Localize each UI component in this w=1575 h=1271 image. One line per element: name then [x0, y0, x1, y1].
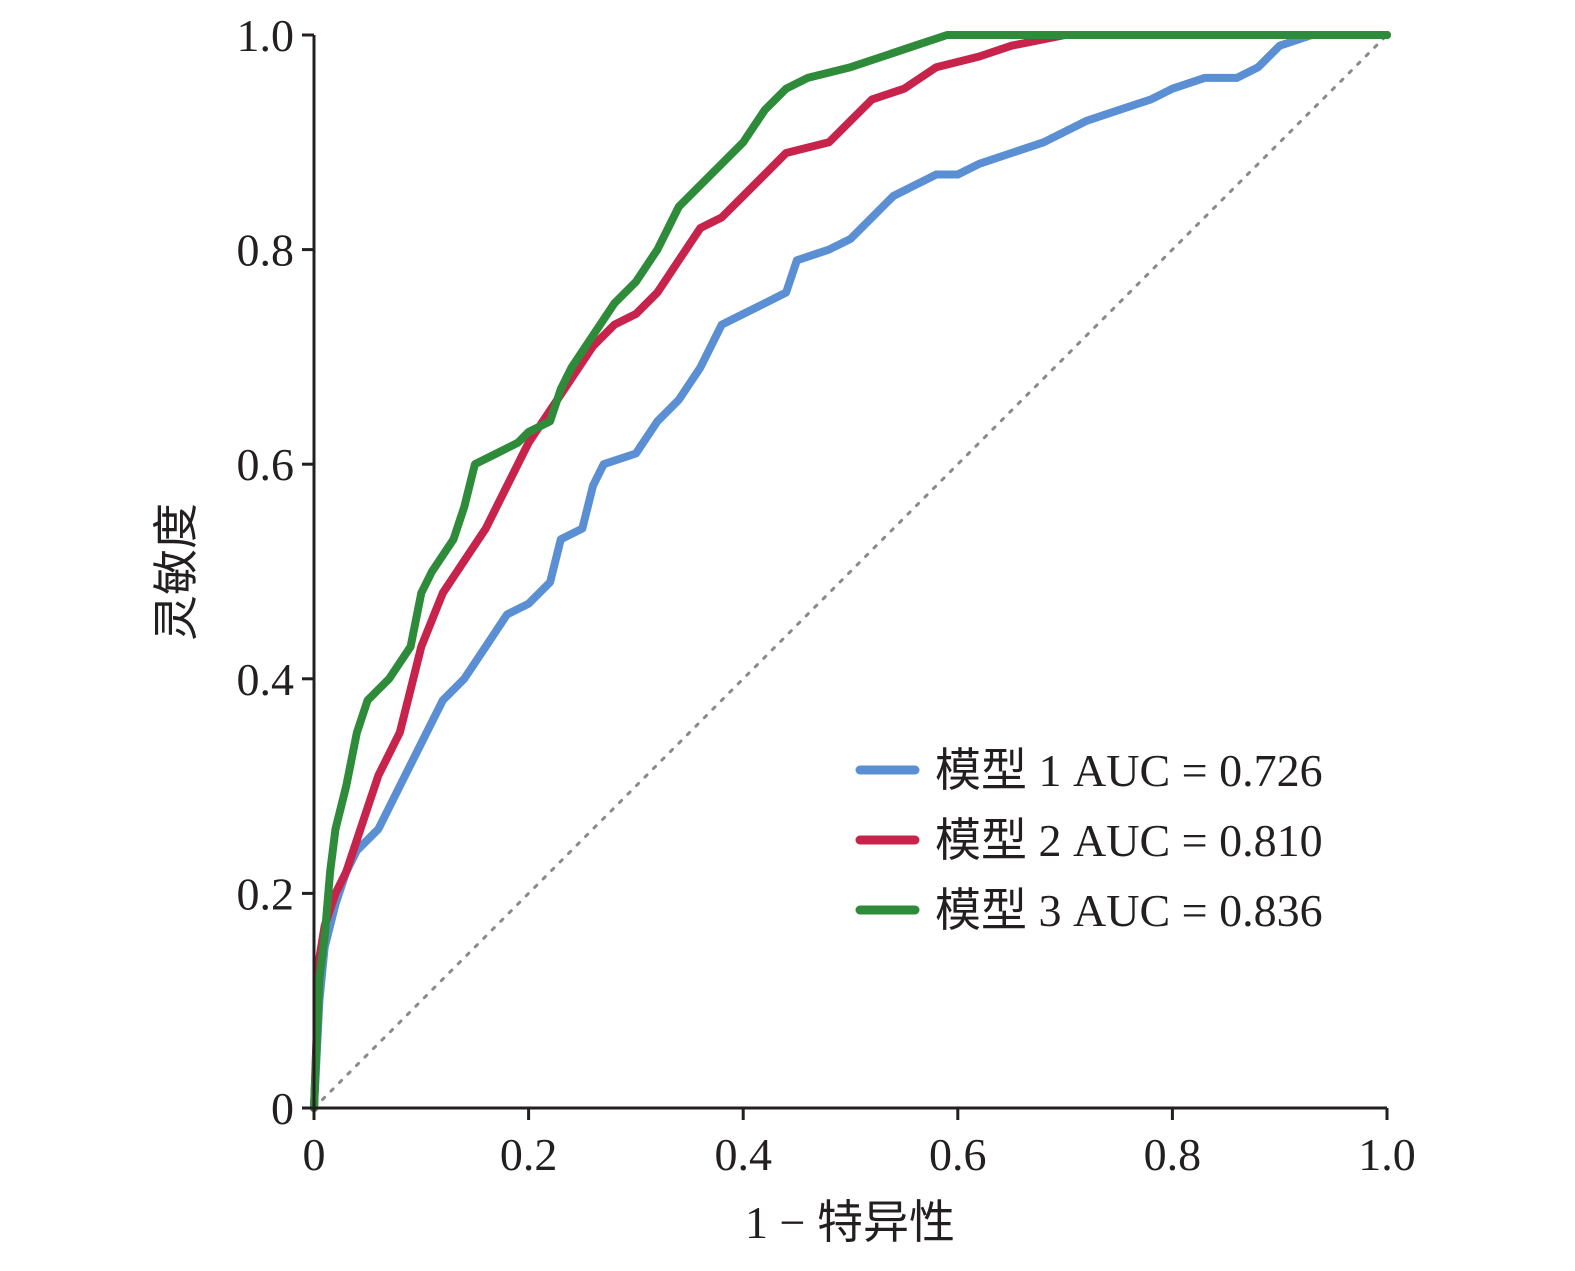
x-tick-label: 1.0 [1358, 1129, 1416, 1180]
y-tick-label: 0.4 [237, 654, 295, 705]
axes-layer [312, 35, 1387, 1110]
y-tick-label: 0.6 [237, 439, 295, 490]
reference-diagonal-line [312, 33, 1389, 1110]
legend-label-model-2: 模型 2 AUC = 0.810 [935, 815, 1323, 866]
series-layer [310, 31, 1391, 1112]
y-tick-label: 0 [271, 1083, 294, 1134]
x-tick-label: 0.4 [714, 1129, 772, 1180]
legend-label-model-3: 模型 3 AUC = 0.836 [935, 885, 1323, 936]
legend: 模型 1 AUC = 0.726 模型 2 AUC = 0.810 模型 3 AUC… [855, 745, 1323, 936]
y-tick-label: 0.8 [237, 225, 295, 276]
y-tick-label: 0.2 [237, 868, 295, 919]
x-tick-label: 0.2 [500, 1129, 558, 1180]
x-tick-label: 0 [303, 1129, 326, 1180]
series-line-model-1 [310, 31, 1391, 1112]
x-axis-title: 1 − 特异性 [745, 1197, 955, 1248]
x-tick-label: 0.8 [1144, 1129, 1202, 1180]
legend-label-model-1: 模型 1 AUC = 0.726 [935, 745, 1323, 796]
series-line-model-3 [310, 31, 1391, 1112]
reference-line-layer [312, 33, 1389, 1110]
series-line-model-2 [310, 31, 1391, 1112]
y-tick-label: 1.0 [237, 10, 295, 61]
y-axis-title: 灵敏度 [151, 503, 202, 641]
x-tick-label: 0.6 [929, 1129, 987, 1180]
ticks-layer: 0 0.2 0.4 0.6 0.8 1.0 0 0.2 0.4 0.6 0.8 1.0 [237, 10, 1416, 1180]
